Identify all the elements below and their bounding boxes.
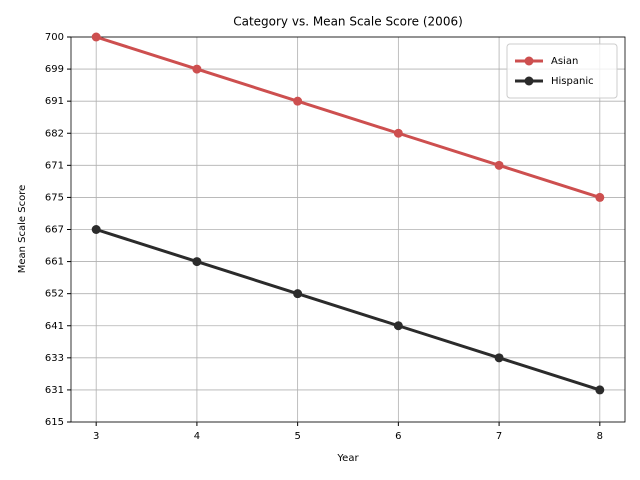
data-point (494, 160, 504, 170)
series-line (95, 228, 601, 392)
y-tick-label: 671 (45, 160, 64, 171)
y-tick-label: 661 (45, 257, 64, 268)
data-point (494, 353, 504, 363)
data-point (293, 96, 303, 106)
y-tick-label: 641 (45, 321, 64, 332)
data-point (91, 225, 101, 234)
x-tick-label: 8 (597, 431, 603, 442)
y-tick-label: 667 (45, 225, 64, 236)
legend-label: Asian (551, 56, 578, 67)
legend-marker (524, 56, 534, 66)
legend-label: Hispanic (551, 76, 594, 87)
series-line (95, 35, 601, 199)
x-axis-label: Year (336, 453, 359, 464)
y-tick-label: 633 (45, 353, 64, 364)
data-point (393, 128, 403, 138)
x-tick-label: 7 (496, 431, 502, 442)
data-point (595, 385, 605, 395)
y-tick-label: 682 (45, 128, 64, 139)
legend-marker (524, 76, 534, 86)
y-tick-label: 691 (45, 96, 64, 107)
y-tick-label: 631 (45, 385, 64, 396)
data-point (293, 289, 303, 299)
data-point (91, 32, 101, 42)
data-point (595, 192, 605, 202)
y-tick-label: 700 (45, 32, 64, 43)
chart-title: Category vs. Mean Scale Score (2006) (233, 15, 463, 29)
plot-frame (70, 36, 626, 423)
data-point (192, 64, 202, 74)
x-tick-label: 4 (194, 431, 200, 442)
x-tick-label: 5 (294, 431, 300, 442)
x-tick-label: 3 (93, 431, 99, 442)
data-point (192, 257, 202, 267)
y-tick-label: 699 (45, 64, 64, 75)
x-tick-label: 6 (395, 431, 401, 442)
y-axis-label: Mean Scale Score (17, 185, 28, 274)
y-tick-label: 652 (45, 289, 64, 300)
y-tick-label: 615 (45, 417, 64, 428)
legend-box (506, 43, 618, 99)
data-point (393, 321, 403, 331)
y-tick-label: 675 (45, 192, 64, 203)
